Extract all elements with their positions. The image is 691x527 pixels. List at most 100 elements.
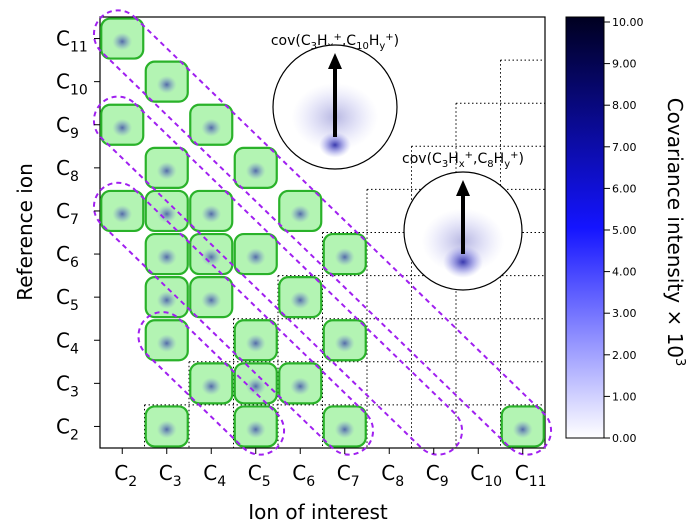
x-tick-sub: 5 (262, 474, 271, 490)
colorbar-tick-label: 1.00 (612, 390, 637, 403)
inset-peak-signal (319, 132, 351, 158)
y-tick-base: C (56, 70, 70, 94)
highlight-cell (144, 146, 189, 189)
highlight-cell (189, 189, 234, 233)
cell-intensity-spot (156, 204, 177, 223)
cell-intensity-spot (112, 118, 133, 137)
cell-intensity-spot (245, 377, 266, 396)
cell-intensity-spot (201, 248, 222, 267)
inset-arrow-head (328, 53, 342, 69)
y-tick-label: C9 (56, 113, 79, 142)
highlight-cell (322, 319, 367, 362)
y-tick-base: C (56, 242, 70, 266)
highlight-cell (500, 405, 545, 448)
highlight-cell (189, 232, 234, 276)
y-tick-base: C (56, 27, 70, 51)
x-tick-label: C2 (114, 461, 137, 490)
inset-label: cov(C3Hx+,C8Hy+) (402, 150, 524, 170)
highlight-cell (233, 362, 278, 405)
y-tick-sub: 7 (70, 212, 79, 228)
colorbar (565, 16, 605, 439)
y-tick-sub: 3 (70, 384, 79, 400)
highlight-cell (278, 189, 323, 233)
highlight-cell (189, 103, 234, 146)
inset-label-part: H (448, 151, 459, 167)
y-tick-label: C10 (56, 70, 88, 99)
inset-c10: cov(C3Hx+,C10Hy+) (271, 32, 399, 170)
colorbar-label-text: Covariance intensity × 10 (663, 98, 687, 358)
highlight-cell (233, 319, 278, 362)
highlight-cell (278, 362, 323, 405)
x-tick-label: C3 (159, 461, 182, 490)
x-tick-base: C (159, 461, 173, 485)
y-tick-label: C8 (56, 156, 79, 185)
cell-intensity-spot (156, 420, 177, 439)
x-tick-sub: 4 (217, 474, 226, 490)
colorbar-tick-label: 9.00 (612, 58, 637, 71)
highlight-cell (100, 103, 145, 146)
colorbar-label: Covariance intensity × 103 (663, 98, 687, 367)
inset-label-part: + (465, 150, 473, 161)
x-tick-base: C (470, 461, 484, 485)
x-tick-label: C5 (248, 461, 271, 490)
cell-intensity-spot (245, 334, 266, 353)
diagonal-group-outline (92, 95, 464, 456)
cell-intensity-spot (334, 248, 355, 267)
y-tick-sub: 4 (70, 341, 79, 357)
x-tick-base: C (381, 461, 395, 485)
inset-label-part: ) (519, 151, 524, 167)
inset-label-part: x (459, 159, 465, 170)
inset-label-part: ) (394, 33, 399, 49)
inset-label-part: 10 (356, 41, 369, 52)
x-tick-label: C10 (470, 461, 502, 490)
inset-label-part: H (317, 33, 328, 49)
x-tick-base: C (337, 461, 351, 485)
inset-label-part: ,C (473, 151, 487, 167)
cell-intensity-spot (245, 248, 266, 267)
x-tick-base: C (292, 461, 306, 485)
y-tick-sub: 11 (70, 40, 88, 56)
y-axis-label: Reference ion (13, 163, 37, 301)
cell-intensity-spot (156, 291, 177, 310)
highlight-cell (144, 405, 189, 448)
y-tick-sub: 8 (70, 169, 79, 185)
inset-peak-signal (443, 246, 483, 278)
x-tick-sub: 6 (306, 474, 315, 490)
cell-intensity-spot (201, 118, 222, 137)
cell-intensity-spot (201, 204, 222, 223)
highlight-cell (100, 189, 145, 233)
x-tick-label: C7 (337, 461, 360, 490)
highlighted-cells (100, 17, 545, 448)
y-tick-base: C (56, 156, 70, 180)
diagonal-group-outline (137, 311, 286, 456)
cell-intensity-spot (290, 377, 311, 396)
inset-arrow-head (456, 180, 470, 196)
y-tick-label: C3 (56, 371, 79, 400)
highlight-cell (278, 276, 323, 319)
y-tick-sub: 9 (70, 126, 79, 142)
x-tick-label: C8 (381, 461, 404, 490)
y-tick-base: C (56, 328, 70, 352)
highlight-cell (189, 276, 234, 319)
x-tick-base: C (203, 461, 217, 485)
highlight-cell (144, 232, 189, 276)
highlight-cell (233, 146, 278, 189)
cell-intensity-spot (201, 291, 222, 310)
cell-intensity-spot (334, 334, 355, 353)
highlight-cell (144, 319, 189, 362)
y-tick-sub: 2 (70, 427, 79, 443)
inset-label-part: H (494, 151, 505, 167)
inset-label-part: + (385, 32, 393, 43)
inset-label-part: cov(C (271, 33, 311, 49)
cell-intensity-spot (156, 75, 177, 94)
colorbar-tick-label: 2.00 (612, 349, 637, 362)
y-tick-label: C4 (56, 328, 79, 357)
x-axis-label: Ion of interest (248, 500, 388, 524)
x-tick-label: C9 (426, 461, 449, 490)
cell-intensity-spot (112, 32, 133, 51)
cell-intensity-spot (156, 248, 177, 267)
highlight-cell (233, 232, 278, 276)
y-tick-label: C6 (56, 242, 79, 271)
